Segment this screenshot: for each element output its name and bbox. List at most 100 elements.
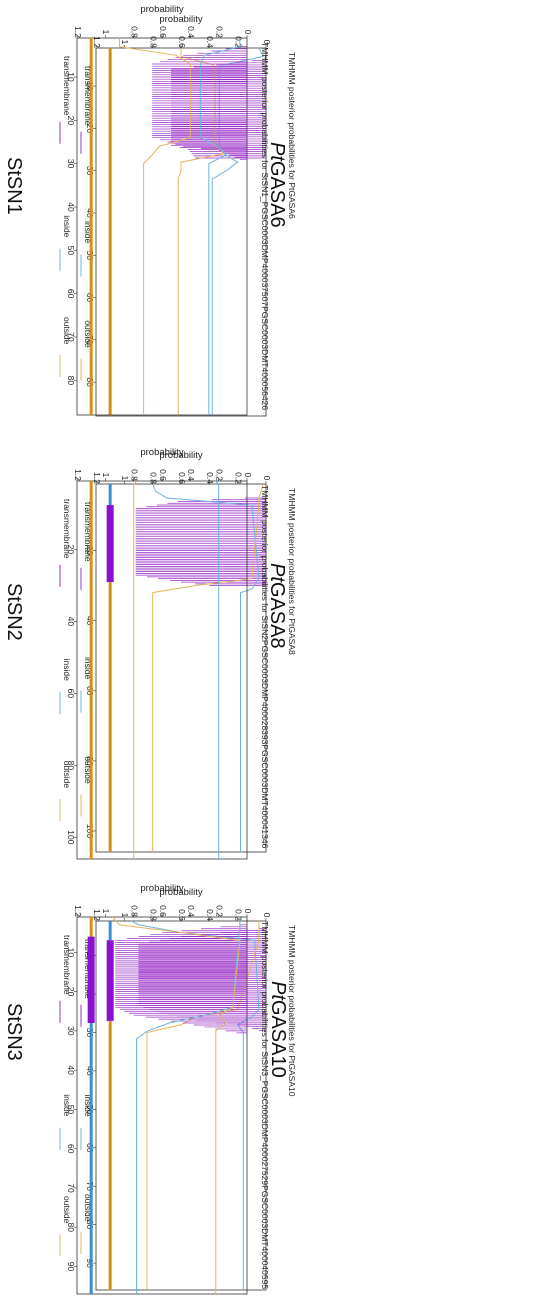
gene-label-pt10: PtGASA10 — [265, 981, 289, 1078]
y-tick-label: 1 — [120, 913, 130, 918]
topology-bar-outside — [89, 481, 93, 859]
plot-frame — [76, 480, 248, 860]
y-tick-label: 0.2 — [214, 905, 224, 917]
gene-label-pt6-prefix: Pt — [266, 142, 288, 161]
topology-bar-inside — [108, 921, 112, 941]
chart-group-pt8: 00.20.40.60.811.220406080100probabilityT… — [80, 450, 297, 853]
y-tick-label: 1.2 — [73, 469, 83, 481]
inside-line — [199, 38, 241, 415]
y-tick-label: 0.2 — [233, 36, 243, 48]
topology-bar-outside — [89, 917, 93, 937]
chart-group-st2: 00.20.40.60.811.220406080100probabilityT… — [59, 447, 270, 860]
y-tick-label: 0.4 — [186, 26, 196, 38]
x-tick-label: 50 — [66, 1105, 76, 1115]
y-tick-label: 0.6 — [158, 26, 168, 38]
y-tick-label: 0.8 — [148, 472, 158, 484]
legend-label-inside: inside — [83, 1094, 93, 1116]
y-axis-title: probability — [140, 883, 184, 894]
gene-label-st3: StSN3 — [1, 1003, 25, 1073]
y-tick-label: 1 — [101, 30, 111, 35]
x-tick-label: 30 — [66, 159, 76, 169]
chart-svg-st1: 00.20.40.60.811.21020304050607080probabi… — [59, 4, 270, 416]
chart-panel-st3: 0 0.2 0.4 0.6 0.8 1 1.2 10 20 30 40 50 60 70 80 90 proba… — [0, 876, 275, 1315]
plot-title: TMHMM posterior probabilities for StSN3_… — [260, 921, 270, 1289]
x-tick-label: 70 — [66, 332, 76, 342]
y-tick-label: 0.8 — [129, 469, 139, 481]
plot-title: TMHMM posterior probabilities for PtGASA… — [287, 925, 297, 1097]
legend-label-outside: outside — [83, 756, 93, 784]
y-tick-label: 0.6 — [158, 469, 168, 481]
y-axis-title: probability — [159, 14, 203, 25]
chart-group-st3: 00.20.40.60.811.2102030405060708090proba… — [59, 883, 270, 1295]
y-tick-label: 0.2 — [214, 469, 224, 481]
chart-svg-st2: 00.20.40.60.811.220406080100probabilityT… — [59, 447, 270, 860]
y-tick-label: 0.4 — [205, 36, 215, 48]
outside-line — [177, 48, 225, 416]
chart-group-st1: 00.20.40.60.811.21020304050607080probabi… — [59, 4, 270, 416]
legend-label-transmembrane: transmembrane — [62, 499, 72, 559]
plot-title: TMHMM posterior probabilities for StSN2P… — [260, 485, 270, 849]
inside-line — [131, 920, 260, 1290]
legend-label-outside: outside — [62, 1196, 72, 1224]
y-tick-label: 0.6 — [177, 36, 187, 48]
y-tick-label: 0.6 — [177, 909, 187, 921]
x-tick-label: 10 — [66, 948, 76, 958]
legend-label-inside: inside — [62, 1094, 72, 1116]
y-tick-label: 0.8 — [148, 36, 158, 48]
gene-label-st1-text: StSN1 — [3, 157, 25, 215]
y-tick-label: 0.4 — [186, 469, 196, 481]
x-tick-label: 20 — [66, 116, 76, 126]
y-tick-label: 0.4 — [186, 905, 196, 917]
legend-label-outside: outside — [62, 317, 72, 345]
y-tick-label: 1.2 — [92, 472, 102, 484]
x-tick-label: 70 — [66, 1183, 76, 1193]
x-tick-label: 90 — [66, 1262, 76, 1272]
y-tick-label: 0.6 — [177, 472, 187, 484]
y-axis-title: probability — [140, 447, 184, 458]
x-tick-label: 40 — [66, 1065, 76, 1075]
x-tick-label: 20 — [66, 545, 76, 555]
topology-bar-transmembrane — [106, 505, 114, 583]
x-tick-label: 40 — [66, 202, 76, 212]
chart-panel-st1: 0 0.2 0.4 0.6 0.8 1 1.2 10 20 30 40 50 60 70 80 probabi… — [0, 0, 275, 438]
legend-label-inside: inside — [83, 221, 93, 243]
y-tick-label: 0 — [243, 30, 253, 35]
y-axis-title: probability — [140, 4, 184, 15]
x-tick-label: 20 — [66, 987, 76, 997]
y-tick-label: 0.8 — [129, 905, 139, 917]
gene-label-pt6-suffix: GASA6 — [266, 160, 288, 228]
y-tick-label: 0.2 — [214, 26, 224, 38]
plot-title: TMHMM posterior probabilities for PtGASA… — [287, 52, 297, 219]
y-tick-label: 1.2 — [92, 909, 102, 921]
x-tick-label: 80 — [66, 376, 76, 386]
x-tick-label: 30 — [66, 1026, 76, 1036]
y-tick-label: 0.2 — [233, 472, 243, 484]
topology-bar-inside — [108, 484, 112, 506]
topology-bar-transmembrane — [106, 940, 114, 1021]
y-tick-label: 0 — [262, 913, 272, 918]
gene-label-pt8-suffix: GASA8 — [266, 581, 288, 649]
y-tick-label: 1.2 — [92, 36, 102, 48]
chart-svg-st3: 00.20.40.60.811.2102030405060708090proba… — [59, 883, 270, 1295]
y-tick-label: 0.2 — [233, 909, 243, 921]
inside-line — [215, 480, 220, 859]
outside-line — [133, 480, 137, 859]
gene-label-pt10-prefix: Pt — [267, 981, 289, 1000]
x-tick-label: 100 — [66, 830, 76, 844]
legend-label-outside: outside — [83, 320, 93, 348]
y-tick-label: 1.2 — [73, 905, 83, 917]
y-tick-label: 0 — [243, 909, 253, 914]
plot-frame — [76, 916, 248, 1295]
x-tick-label: 80 — [66, 1223, 76, 1233]
x-tick-label: 60 — [66, 689, 76, 699]
legend-label-inside: inside — [62, 215, 72, 237]
x-tick-label: 60 — [66, 289, 76, 299]
legend-label-transmembrane: transmembrane — [83, 502, 93, 562]
gene-label-pt8-prefix: Pt — [266, 563, 288, 582]
x-tick-label: 10 — [66, 72, 76, 82]
y-tick-label: 0.4 — [205, 909, 215, 921]
gene-label-st1: StSN1 — [1, 157, 25, 227]
gene-label-st3-text: StSN3 — [3, 1003, 25, 1061]
y-tick-label: 0 — [243, 473, 253, 478]
legend-label-outside: outside — [62, 761, 72, 789]
